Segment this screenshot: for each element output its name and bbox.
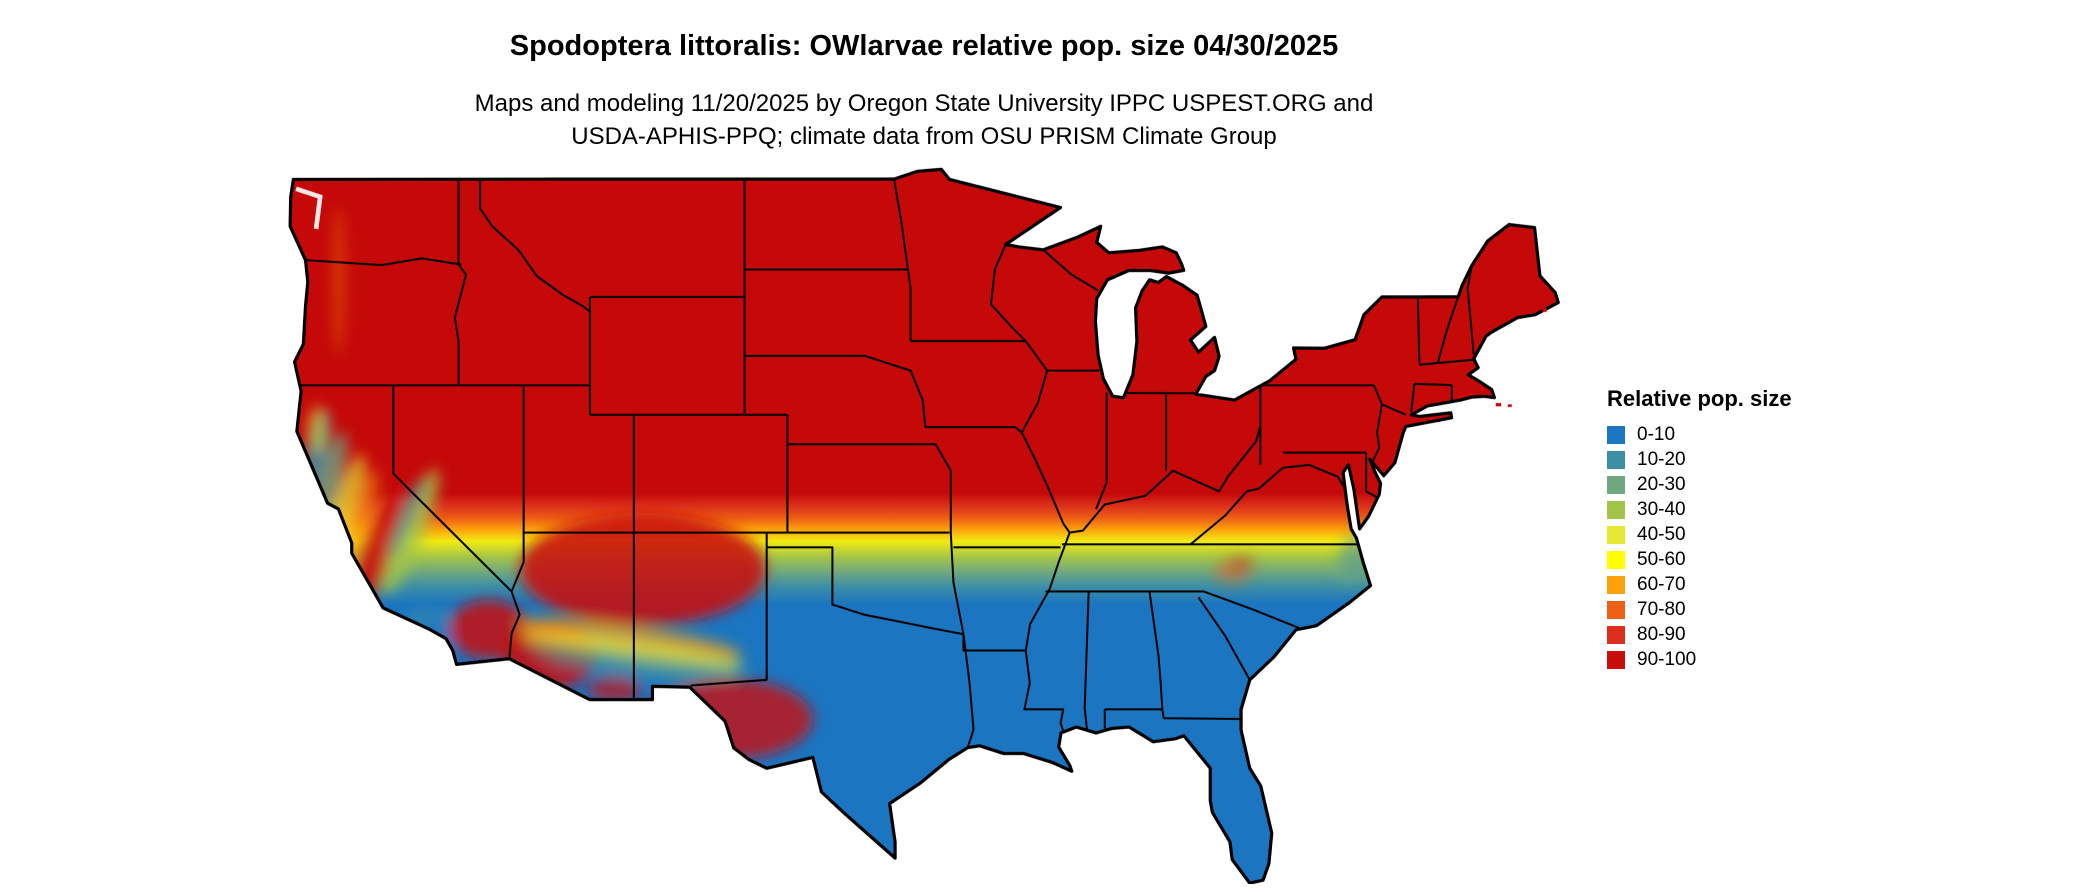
legend-item-label: 20-30 — [1637, 473, 1686, 495]
legend-item: 90-100 — [1607, 647, 1867, 672]
legend-color-swatch — [1607, 475, 1625, 494]
us-outline — [288, 167, 1560, 885]
legend-item: 80-90 — [1607, 622, 1867, 647]
legend-color-swatch — [1607, 425, 1625, 444]
us-map-svg — [288, 167, 1560, 885]
legend-color-swatch — [1607, 500, 1625, 519]
legend-item: 20-30 — [1607, 472, 1867, 497]
subtitle: Maps and modeling 11/20/2025 by Oregon S… — [0, 63, 1848, 153]
legend-item-label: 70-80 — [1637, 598, 1686, 620]
puget-sound-water — [295, 186, 323, 230]
legend-item: 50-60 — [1607, 547, 1867, 572]
legend-items: 0-10 10-20 20-30 30-40 40-50 50-60 60-70 70-80 8… — [1607, 422, 1867, 672]
legend-color-swatch — [1607, 450, 1625, 469]
legend-item: 0-10 — [1607, 422, 1867, 447]
legend-title: Relative pop. size — [1607, 386, 1792, 411]
page-title: Spodoptera littoralis: OWlarvae relative… — [509, 30, 1339, 62]
subtitle-line-1: Maps and modeling 11/20/2025 by Oregon S… — [474, 90, 1374, 117]
legend-color-swatch — [1607, 525, 1625, 544]
legend-item-label: 60-70 — [1637, 573, 1686, 595]
legend-item-label: 80-90 — [1637, 623, 1686, 645]
legend: Relative pop. size 0-10 10-20 20-30 30-40 40… — [1607, 386, 1867, 672]
legend-item-label: 50-60 — [1637, 548, 1686, 570]
legend-item: 70-80 — [1607, 597, 1867, 622]
state-borders — [294, 178, 1475, 748]
legend-item: 30-40 — [1607, 497, 1867, 522]
subtitle-line-2: USDA-APHIS-PPQ; climate data from OSU PR… — [571, 123, 1277, 150]
legend-color-swatch — [1607, 600, 1625, 619]
legend-color-swatch — [1607, 575, 1625, 594]
legend-item: 10-20 — [1607, 447, 1867, 472]
legend-item-label: 0-10 — [1637, 423, 1676, 445]
legend-item-label: 30-40 — [1637, 498, 1686, 520]
pop-raster — [290, 169, 1559, 884]
legend-color-swatch — [1607, 550, 1625, 569]
us-map — [288, 167, 1560, 885]
legend-item: 60-70 — [1607, 572, 1867, 597]
header: Spodoptera littoralis: OWlarvae relative… — [0, 0, 1848, 153]
legend-color-swatch — [1607, 625, 1625, 644]
legend-item-label: 10-20 — [1637, 448, 1686, 470]
legend-item-label: 40-50 — [1637, 523, 1686, 545]
legend-color-swatch — [1607, 650, 1625, 669]
legend-item-label: 90-100 — [1637, 648, 1697, 670]
offshore-islands — [1495, 307, 1547, 408]
legend-item: 40-50 — [1607, 522, 1867, 547]
